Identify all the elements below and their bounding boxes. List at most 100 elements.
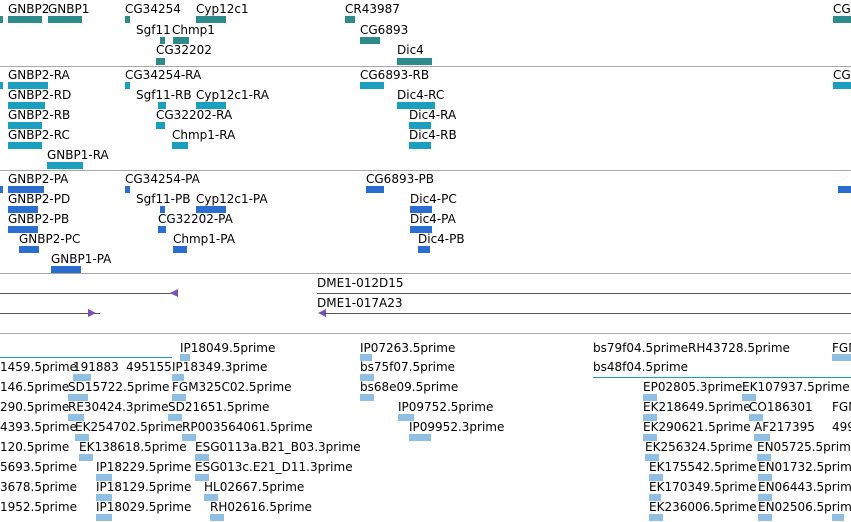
est-label[interactable]: 1952.5prime: [0, 500, 77, 514]
est-feature[interactable]: [643, 434, 657, 441]
protein-label[interactable]: Dic4-PC: [410, 192, 457, 206]
est-label[interactable]: 146.5prime: [0, 380, 70, 394]
est-feature[interactable]: [172, 394, 186, 401]
transcript-label[interactable]: CG32202-RA: [156, 108, 233, 122]
est-label[interactable]: SD21651.5prime: [168, 400, 270, 414]
transcript-feature[interactable]: [409, 142, 431, 149]
protein-feature[interactable]: [160, 206, 165, 213]
est-label[interactable]: FGM: [832, 400, 851, 414]
est-label[interactable]: IP09752.5prime: [398, 400, 494, 414]
est-feature[interactable]: [182, 434, 196, 441]
protein-feature[interactable]: [19, 246, 39, 253]
gene-label[interactable]: Chmp1: [172, 23, 215, 37]
est-label[interactable]: FGM: [832, 341, 851, 355]
clone-line[interactable]: [317, 293, 851, 294]
transcript-label[interactable]: GNBP2-RB: [8, 108, 71, 122]
est-line[interactable]: [593, 377, 851, 378]
est-feature[interactable]: [360, 394, 374, 401]
est-label[interactable]: RE30424.3prime: [68, 400, 169, 414]
protein-label[interactable]: CG6893-PB: [366, 172, 435, 186]
est-label[interactable]: 499: [832, 420, 851, 434]
est-feature[interactable]: [649, 514, 663, 521]
protein-feature[interactable]: [410, 206, 432, 213]
est-feature[interactable]: [96, 494, 112, 501]
est-label[interactable]: IP18049.5prime: [180, 341, 276, 355]
est-label[interactable]: 4393.5prime: [0, 420, 77, 434]
est-feature[interactable]: [643, 414, 657, 421]
est-label[interactable]: IP18029.5prime: [96, 500, 192, 514]
est-label[interactable]: IP18229.5prime: [96, 460, 192, 474]
est-label[interactable]: FGM325C02.5prime: [172, 380, 292, 394]
transcript-label[interactable]: GNBP2-RA: [8, 68, 70, 82]
gene-label[interactable]: CG: [833, 2, 851, 16]
est-label[interactable]: bs75f07.5prime: [360, 360, 456, 374]
transcript-feature[interactable]: [833, 82, 851, 89]
est-feature[interactable]: [195, 454, 209, 461]
est-label[interactable]: CO186301: [749, 400, 813, 414]
gene-label[interactable]: CG6893: [360, 23, 409, 37]
protein-label[interactable]: Dic4-PB: [418, 232, 465, 246]
est-label[interactable]: EK218649.5prime: [643, 400, 751, 414]
gene-label[interactable]: CG32202: [156, 43, 212, 57]
protein-label[interactable]: GNBP2-PC: [19, 232, 81, 246]
transcript-feature[interactable]: [8, 82, 48, 89]
transcript-label[interactable]: CG6893-RB: [360, 68, 430, 82]
est-label[interactable]: EN01732.5prime: [758, 460, 851, 474]
gene-label[interactable]: Dic4: [397, 43, 424, 57]
clone-line[interactable]: [0, 313, 100, 314]
transcript-label[interactable]: CG2: [833, 68, 851, 82]
est-label[interactable]: EK170349.5prime: [649, 480, 757, 494]
est-feature[interactable]: [754, 434, 770, 441]
transcript-label[interactable]: GNBP1-RA: [47, 148, 109, 162]
protein-label[interactable]: GNBP1-PA: [51, 252, 112, 266]
transcript-feature[interactable]: [8, 122, 42, 129]
protein-label[interactable]: Sgf11-PB: [136, 192, 191, 206]
transcript-feature[interactable]: [172, 142, 188, 149]
est-label[interactable]: 120.5prime: [0, 440, 70, 454]
transcript-feature[interactable]: [156, 122, 165, 129]
protein-feature[interactable]: [838, 186, 851, 193]
clone-line[interactable]: [0, 293, 176, 294]
est-feature[interactable]: [360, 354, 372, 361]
est-label[interactable]: IP07263.5prime: [360, 341, 456, 355]
gene-feature[interactable]: [0, 16, 3, 23]
est-feature[interactable]: [73, 374, 91, 381]
est-feature[interactable]: [757, 454, 771, 461]
est-label[interactable]: IP18349.3prime: [172, 360, 268, 374]
est-label[interactable]: IP18129.5prime: [96, 480, 192, 494]
est-label[interactable]: 1459.5prime: [0, 360, 77, 374]
protein-feature[interactable]: [418, 246, 430, 253]
est-feature[interactable]: [172, 374, 184, 381]
est-feature[interactable]: [79, 454, 93, 461]
transcript-label[interactable]: Dic4-RC: [397, 88, 445, 102]
est-feature[interactable]: [195, 474, 209, 481]
transcript-label[interactable]: Chmp1-RA: [172, 128, 236, 142]
protein-label[interactable]: GNBP2-PB: [8, 212, 70, 226]
protein-label[interactable]: Chmp1-PA: [173, 232, 235, 246]
gene-label[interactable]: Cyp12c1: [196, 2, 249, 16]
protein-feature[interactable]: [125, 186, 130, 193]
transcript-label[interactable]: GNBP2-RD: [8, 88, 72, 102]
est-label[interactable]: bs48f04.5prime: [593, 360, 689, 374]
est-feature[interactable]: [409, 434, 431, 441]
est-label[interactable]: HL02667.5prime: [204, 480, 305, 494]
est-feature[interactable]: [68, 414, 84, 421]
est-label[interactable]: 5693.5prime: [0, 460, 77, 474]
protein-feature[interactable]: [8, 206, 38, 213]
transcript-label[interactable]: Cyp12c1-RA: [196, 88, 269, 102]
transcript-label[interactable]: Sgf11-RB: [136, 88, 192, 102]
est-label[interactable]: EK256324.5prime: [645, 440, 753, 454]
protein-label[interactable]: GNBP2-PA: [8, 172, 69, 186]
est-label[interactable]: AF217395: [754, 420, 815, 434]
est-feature[interactable]: [749, 414, 763, 421]
gene-feature[interactable]: [833, 16, 851, 23]
est-feature[interactable]: [204, 494, 218, 501]
est-feature[interactable]: [210, 514, 224, 521]
gene-label[interactable]: CR43987: [345, 2, 400, 16]
est-label[interactable]: EN02506.5prime: [758, 500, 851, 514]
est-feature[interactable]: [398, 414, 414, 421]
est-label[interactable]: EN06443.5prime: [758, 480, 851, 494]
gene-label[interactable]: CG34254: [125, 2, 181, 16]
gene-label[interactable]: Sgf11: [136, 23, 171, 37]
transcript-feature[interactable]: [8, 102, 45, 109]
